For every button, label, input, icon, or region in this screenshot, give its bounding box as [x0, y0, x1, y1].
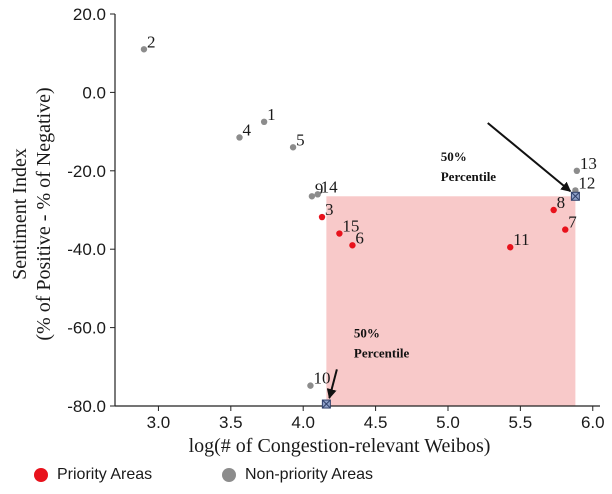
legend: Priority Areas Non-priority Areas [0, 466, 612, 492]
point-label-2: 2 [147, 32, 156, 51]
percentile-marker-cross [571, 191, 580, 201]
data-point-11 [507, 244, 514, 251]
y-tick-label: 20.0 [73, 5, 106, 24]
data-point-9 [308, 193, 316, 200]
point-label-10: 10 [313, 369, 330, 388]
legend-item-nonpriority: Non-priority Areas [222, 466, 373, 484]
x-tick-label: 4.5 [364, 413, 388, 432]
data-point-2 [140, 46, 148, 53]
data-point-3 [318, 213, 326, 221]
data-point-7 [562, 226, 569, 233]
data-point-14 [314, 191, 321, 198]
scatter-chart: 3.0 3.5 4.0 4.5 5.0 5.5 6.0 20.0 0.0 -20.0 -40.0 -6… [9, 5, 605, 457]
point-label-14: 14 [321, 177, 339, 196]
point-label-12: 12 [578, 173, 595, 192]
annotation-0-line2: Percentile [441, 169, 497, 184]
data-point-15 [336, 230, 343, 237]
y-tick-label: -80.0 [67, 397, 106, 416]
annotation-arrow-1 [326, 369, 338, 400]
percentile-marker-cross [322, 399, 331, 409]
point-label-7: 7 [568, 213, 577, 232]
y-tick-label: -20.0 [67, 162, 106, 181]
y-tick-label: -40.0 [67, 240, 106, 259]
data-point-10 [307, 382, 314, 389]
legend-marker-priority [34, 468, 48, 482]
point-label-1: 1 [267, 105, 276, 124]
point-label-3: 3 [325, 200, 334, 219]
point-label-13: 13 [580, 154, 597, 173]
legend-marker-nonpriority [222, 468, 236, 482]
point-label-15: 15 [342, 217, 359, 236]
data-point-13 [573, 167, 581, 174]
annotation-arrow-0 [487, 122, 572, 193]
data-point-5 [289, 144, 297, 151]
point-label-5: 5 [296, 130, 305, 149]
x-tick-label: 5.5 [509, 413, 533, 432]
x-tick-label: 3.0 [147, 413, 171, 432]
legend-label-priority: Priority Areas [57, 466, 153, 483]
annotation-1-line1: 50% [354, 325, 380, 340]
x-tick-label: 4.0 [291, 413, 315, 432]
point-label-9: 9 [315, 179, 324, 198]
data-point-4 [236, 134, 243, 141]
x-tick-label: 3.5 [219, 413, 243, 432]
legend-item-priority: Priority Areas [34, 466, 152, 484]
data-point-6 [349, 242, 356, 249]
percentile-region [326, 196, 576, 406]
x-tick-label: 5.0 [436, 413, 460, 432]
annotation-0-line1: 50% [441, 149, 467, 164]
x-tick-label: 6.0 [581, 413, 605, 432]
legend-label-nonpriority: Non-priority Areas [245, 466, 374, 483]
point-label-6: 6 [355, 228, 364, 247]
y-axis-title-line2: (% of Positive - % of Negative) [33, 87, 55, 340]
point-label-11: 11 [513, 230, 529, 249]
point-label-4: 4 [243, 120, 252, 139]
annotation-1-line2: Percentile [354, 345, 410, 360]
data-point-8 [550, 206, 557, 214]
y-axis-title-line1: Sentiment Index [9, 148, 31, 280]
data-point-1 [260, 118, 268, 126]
x-axis-title: log(# of Congestion-relevant Weibos) [189, 435, 491, 457]
y-tick-label: -60.0 [67, 319, 106, 338]
point-label-8: 8 [557, 193, 566, 212]
y-tick-label: 0.0 [82, 83, 106, 102]
